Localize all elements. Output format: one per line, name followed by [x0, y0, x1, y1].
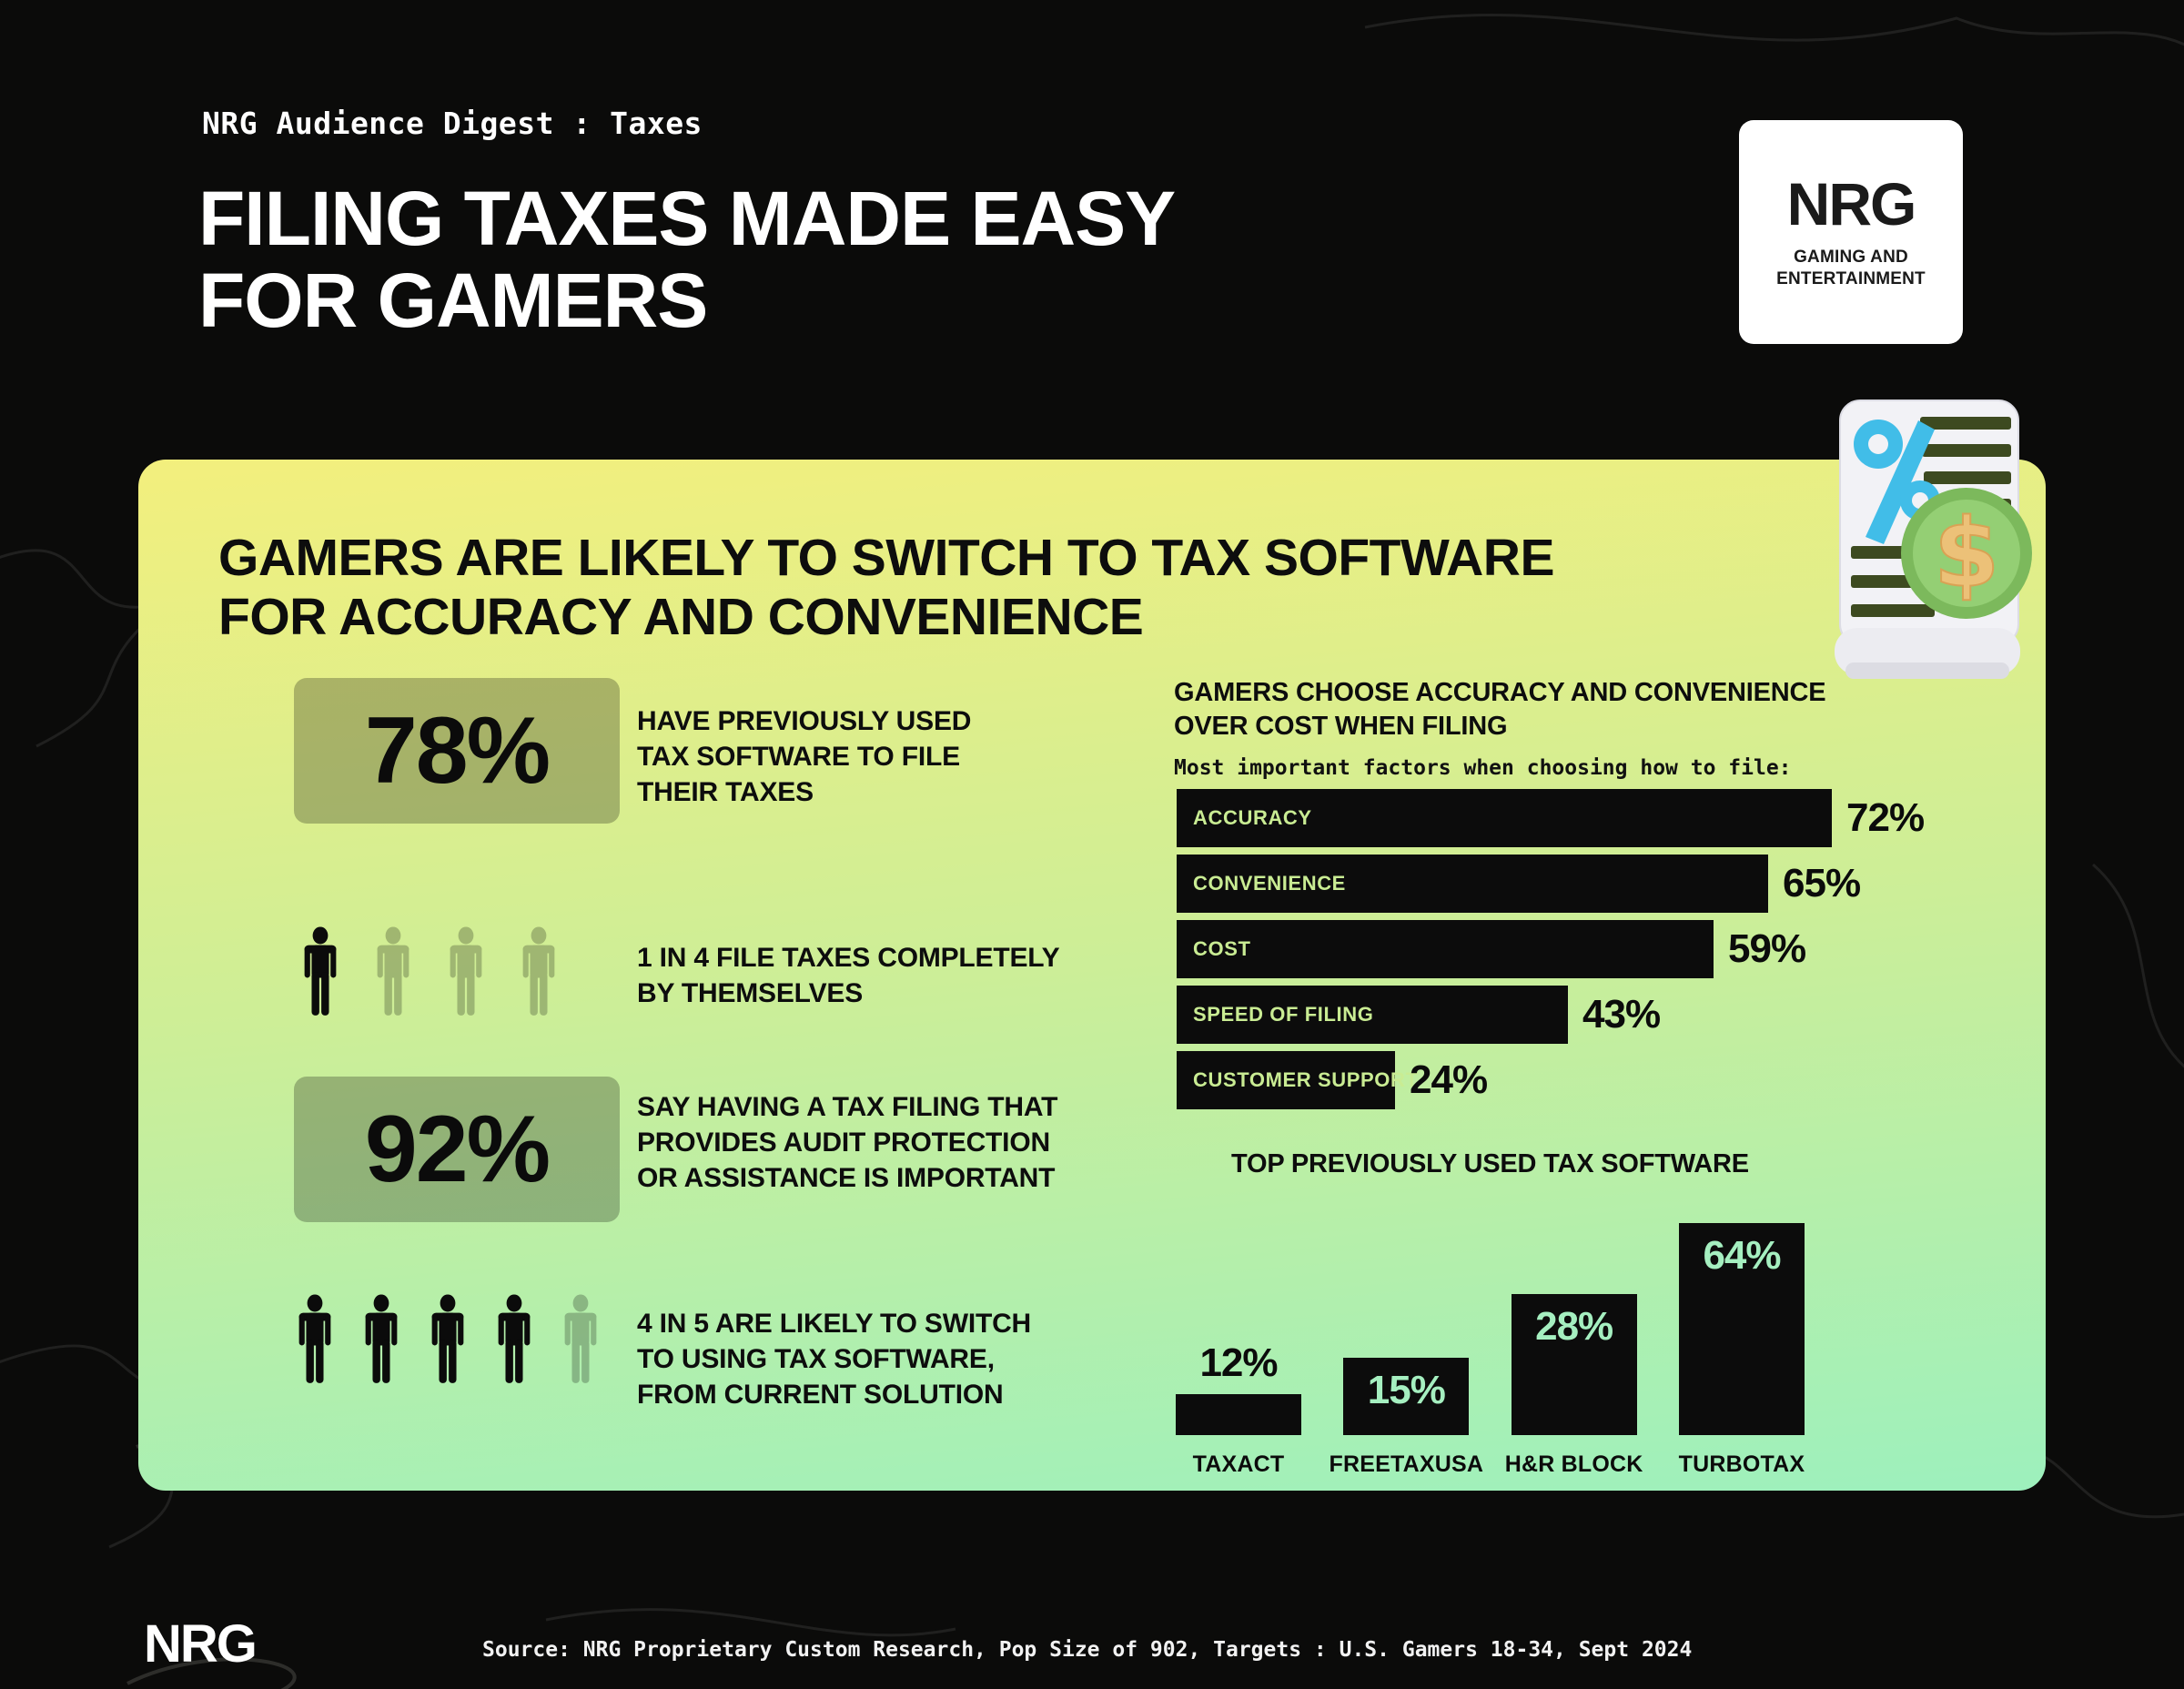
- software-chart: 12% TAXACT 15% FREETAXUSA 28% H&R BLOCK 64% TUR…: [1176, 1206, 1805, 1479]
- software-column: 64% TURBOTAX: [1679, 1223, 1805, 1479]
- person-icon: [365, 1294, 398, 1383]
- software-column: 28% H&R BLOCK: [1505, 1294, 1643, 1479]
- factor-bar: CUSTOMER SUPPORT: [1177, 1051, 1418, 1109]
- software-value: 15%: [1367, 1368, 1446, 1412]
- stat-label-file-themselves: 1 IN 4 FILE TAXES COMPLETELY BY THEMSELV…: [637, 943, 1060, 1008]
- software-bar: 28%: [1511, 1294, 1637, 1435]
- person-icon: [304, 926, 337, 1016]
- people-chart-1-in-4: [295, 907, 564, 1037]
- software-bar: 15%: [1343, 1358, 1470, 1435]
- nrg-brand-badge: NRG GAMING AND ENTERTAINMENT: [1739, 120, 1963, 344]
- software-value: 12%: [1199, 1340, 1278, 1385]
- person-icon: [431, 1294, 464, 1383]
- factor-bar: CONVENIENCE: [1177, 855, 1768, 913]
- stat-label-audit-protection: SAY HAVING A TAX FILING THAT PROVIDES AU…: [637, 1092, 1058, 1193]
- nrg-tagline: GAMING AND ENTERTAINMENT: [1776, 248, 1926, 288]
- footer-nrg-logo: NRG: [144, 1614, 258, 1674]
- software-label: FREETAXUSA: [1329, 1451, 1484, 1477]
- factor-label: SPEED OF FILING: [1193, 1003, 1374, 1026]
- factor-row: CONVENIENCE 65%: [1177, 855, 1924, 913]
- factor-label: CONVENIENCE: [1193, 872, 1346, 895]
- person-icon: [298, 1294, 331, 1383]
- person-icon: [498, 1294, 531, 1383]
- software-chart-title: TOP PREVIOUSLY USED TAX SOFTWARE: [1231, 1149, 1749, 1178]
- person-icon: [450, 926, 482, 1016]
- nrg-logo: NRG: [1786, 170, 1917, 238]
- factor-row: COST 59%: [1177, 920, 1924, 978]
- stat-value-78: 78%: [364, 698, 551, 804]
- factor-row: CUSTOMER SUPPORT 24%: [1177, 1051, 1924, 1109]
- factor-label: COST: [1193, 937, 1251, 960]
- software-column: 15% FREETAXUSA: [1330, 1358, 1483, 1479]
- software-label: TURBOTAX: [1678, 1451, 1805, 1477]
- software-label: H&R BLOCK: [1504, 1451, 1643, 1477]
- factors-subheading: Most important factors when choosing how…: [1174, 756, 1792, 780]
- svg-text:$: $: [1934, 498, 1999, 609]
- software-bar: [1176, 1394, 1301, 1435]
- factor-value: 43%: [1582, 992, 1661, 1037]
- source-note: Source: NRG Proprietary Custom Research,…: [482, 1638, 1693, 1662]
- software-label: TAXACT: [1192, 1451, 1285, 1477]
- tax-document-illustration: $: [1835, 399, 2032, 679]
- stat-label-software-use: HAVE PREVIOUSLY USED TAX SOFTWARE TO FIL…: [637, 706, 972, 807]
- factor-row: ACCURACY 72%: [1177, 789, 1925, 847]
- eyebrow-label: NRG Audience Digest : Taxes: [202, 106, 703, 141]
- factor-row: SPEED OF FILING 43%: [1177, 986, 1924, 1044]
- factor-value: 59%: [1728, 926, 1806, 971]
- factors-bars: ACCURACY 72% CONVENIENCE 65% COST 59% SPEED OF…: [1177, 789, 1925, 1109]
- stat-label-likely-to-switch: 4 IN 5 ARE LIKELY TO SWITCH TO USING TAX…: [637, 1309, 1032, 1410]
- factor-value: 65%: [1783, 861, 1861, 905]
- factors-heading: GAMERS CHOOSE ACCURACY AND CONVENIENCE O…: [1174, 678, 1826, 741]
- person-icon: [522, 926, 555, 1016]
- software-column: 12% TAXACT: [1176, 1343, 1301, 1479]
- people-chart-4-in-5: [289, 1275, 606, 1404]
- person-icon: [377, 926, 410, 1016]
- factor-bar: ACCURACY: [1177, 789, 1832, 847]
- factor-label: CUSTOMER SUPPORT: [1193, 1068, 1419, 1091]
- software-value: 64%: [1703, 1233, 1781, 1278]
- factor-bar: SPEED OF FILING: [1177, 986, 1568, 1044]
- software-bar: 64%: [1678, 1223, 1805, 1435]
- factor-bar: COST: [1177, 920, 1714, 978]
- stat-value-92: 92%: [364, 1097, 551, 1202]
- factor-label: ACCURACY: [1193, 806, 1312, 829]
- card-heading: GAMERS ARE LIKELY TO SWITCH TO TAX SOFTW…: [218, 529, 1555, 646]
- stat-badge-78: 78%: [294, 678, 620, 824]
- factor-value: 72%: [1846, 795, 1925, 840]
- person-icon: [564, 1294, 597, 1383]
- page-title: FILING TAXES MADE EASY FOR GAMERS: [198, 176, 1176, 343]
- stat-badge-92: 92%: [294, 1077, 620, 1222]
- infographic-card: GAMERS ARE LIKELY TO SWITCH TO TAX SOFTW…: [138, 460, 2046, 1491]
- software-value: 28%: [1535, 1304, 1613, 1349]
- factor-value: 24%: [1410, 1057, 1488, 1102]
